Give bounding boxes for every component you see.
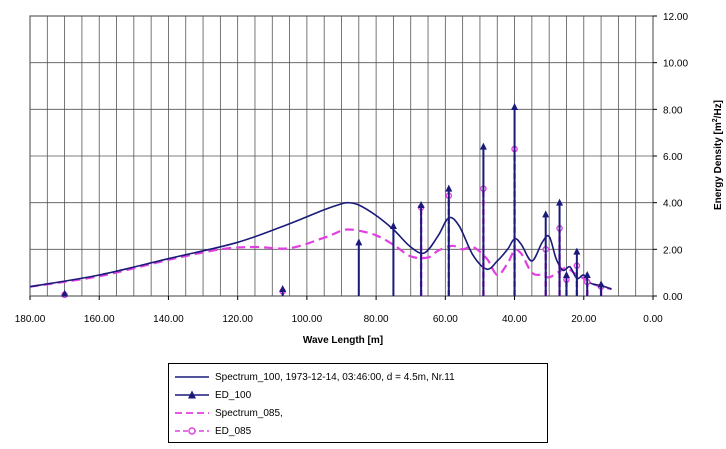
- y-tick-label: 6.00: [663, 152, 683, 163]
- x-tick-label: 20.00: [571, 314, 596, 325]
- data-point: [597, 280, 605, 288]
- data-point: [542, 210, 550, 218]
- series-1: [61, 103, 605, 297]
- x-tick-label: 160.00: [84, 314, 115, 325]
- data-point: [479, 142, 487, 150]
- y-tick-label: 2.00: [663, 245, 683, 256]
- x-tick-label: 0.00: [643, 314, 663, 325]
- data-point: [389, 222, 397, 229]
- series-line: [29, 228, 612, 291]
- series-line: [29, 201, 612, 290]
- legend-swatch: [175, 412, 209, 414]
- data-point: [355, 238, 363, 246]
- legend-item-spectrum-100: Spectrum_100, 1973-12-14, 03:46:00, d = …: [173, 368, 455, 386]
- series-layer: [29, 103, 612, 299]
- grid: [29, 15, 657, 300]
- y-tick-labels: 0.00 2.00 4.00 6.00 8.00 10.00 12.00: [663, 12, 688, 303]
- x-tick-label: 80.00: [364, 314, 389, 325]
- legend-item-ed-100: ED_100: [173, 386, 251, 404]
- x-tick-label: 100.00: [292, 314, 323, 325]
- series-2: [29, 228, 612, 291]
- legend-swatch: [175, 427, 209, 435]
- x-tick-label: 60.00: [433, 314, 458, 325]
- y-tick-label: 10.00: [663, 59, 688, 70]
- legend-item-spectrum-085: Spectrum_085,: [173, 404, 283, 422]
- data-point: [417, 201, 425, 208]
- legend-swatch: [175, 376, 209, 378]
- data-point: [562, 271, 570, 278]
- data-point: [556, 198, 564, 206]
- x-tick-label: 140.00: [153, 314, 184, 325]
- legend: Spectrum_100, 1973-12-14, 03:46:00, d = …: [168, 363, 548, 443]
- legend-label: ED_100: [215, 389, 252, 401]
- x-tick-label: 180.00: [15, 314, 46, 325]
- legend-swatch: [175, 390, 209, 399]
- legend-label: ED_085: [215, 425, 252, 437]
- y-tick-label: 12.00: [663, 12, 688, 23]
- x-axis-label: Wave Length [m]: [303, 335, 383, 346]
- legend-item-ed-085: ED_085: [173, 422, 251, 440]
- data-point: [445, 184, 453, 192]
- y-tick-label: 4.00: [663, 199, 683, 210]
- y-tick-label: 8.00: [663, 105, 683, 116]
- legend-label: Spectrum_085,: [215, 407, 283, 419]
- chart: 180.00 160.00 140.00 120.00 100.00 80.00 60.00…: [15, 12, 724, 346]
- series-0: [29, 201, 612, 290]
- legend-label: Spectrum_100, 1973-12-14, 03:46:00, d = …: [215, 371, 455, 383]
- x-tick-labels: 180.00 160.00 140.00 120.00 100.00 80.00 60.00…: [15, 314, 663, 325]
- x-tick-label: 40.00: [502, 314, 527, 325]
- y-axis-label: Energy Density [m2/Hz]: [712, 100, 724, 210]
- data-point: [511, 103, 519, 110]
- data-point: [61, 289, 69, 297]
- y-tick-label: 0.00: [663, 292, 683, 303]
- data-point: [573, 247, 581, 255]
- data-point: [279, 285, 287, 292]
- x-tick-label: 120.00: [222, 314, 253, 325]
- data-point: [583, 271, 591, 278]
